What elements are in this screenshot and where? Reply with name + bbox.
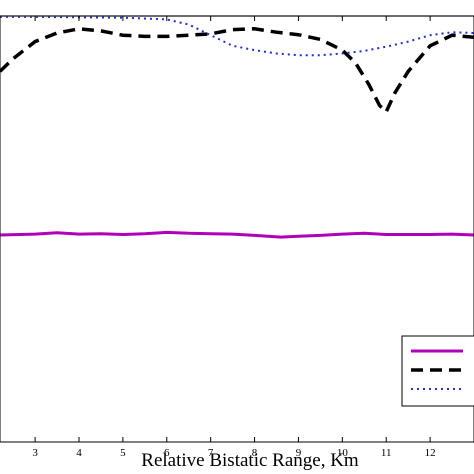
series-line-3 [0,15,474,57]
x-axis-ticks: 3 4 5 6 7 8 9 10 11 12 [32,16,436,459]
x-tick-label: 5 [120,447,126,459]
x-tick-label: 9 [296,447,302,459]
x-tick-label: 10 [337,447,349,459]
x-tick-label: 6 [164,447,170,459]
x-tick-label: 7 [208,447,214,459]
x-tick-label: 3 [32,447,38,459]
x-tick-label: 12 [425,447,436,459]
x-tick-label: 4 [76,447,82,459]
plot-frame [0,15,474,443]
series-line-2 [0,27,474,115]
x-tick-label: 8 [252,447,258,459]
series-line-1 [0,230,474,239]
x-axis-label: Relative Bistatic Range, Km [141,450,359,471]
legend [401,335,474,407]
x-tick-label: 11 [381,447,392,459]
